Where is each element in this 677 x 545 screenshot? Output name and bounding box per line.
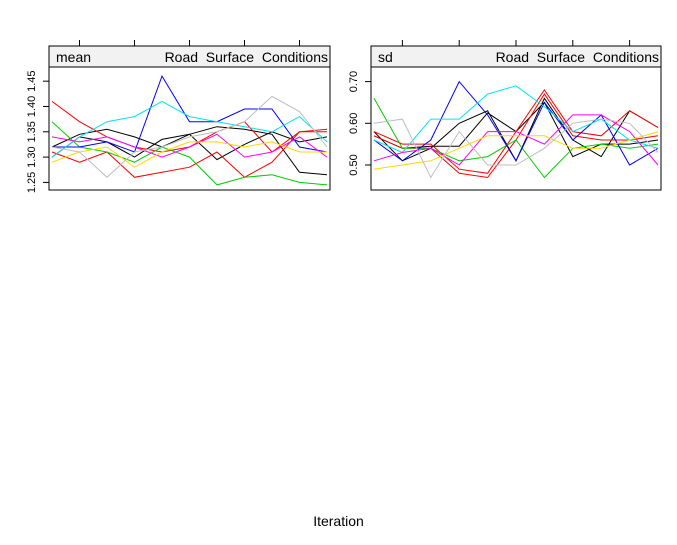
plot-frame — [370, 66, 662, 191]
plot-frame — [48, 66, 331, 191]
y-tick-label: 1.45 — [26, 70, 38, 91]
series-line-5 — [51, 121, 328, 186]
strip-label-statistic: sd — [378, 49, 393, 65]
y-tick-label: 1.30 — [26, 146, 38, 167]
series-line-8 — [51, 133, 328, 158]
series-line-9 — [51, 141, 327, 168]
series-line-10 — [51, 95, 328, 178]
y-tick-label: 1.40 — [26, 96, 38, 117]
series-line-7 — [373, 85, 659, 154]
series-line-5 — [373, 98, 659, 179]
series-line-7 — [51, 100, 328, 158]
strip-label-statistic: mean — [56, 49, 91, 65]
series-line-4 — [51, 131, 327, 178]
series-line-6 — [373, 80, 659, 166]
series-group — [373, 80, 659, 179]
series-line-9 — [373, 131, 659, 170]
y-tick-label: 1.25 — [26, 172, 38, 193]
x-axis-label: Iteration — [313, 513, 364, 529]
panel-mean: mean Road Surface Conditions 1.25 1.30 1.35 1… — [26, 40, 331, 193]
series-line-10 — [373, 118, 659, 179]
y-tick-label: 0.70 — [348, 71, 360, 92]
strip-label-variable: Road Surface Conditions — [496, 49, 659, 65]
series-group — [51, 74, 328, 186]
y-tick-label: 1.35 — [26, 121, 38, 142]
y-tick-label: 0.60 — [348, 113, 360, 134]
series-line-6 — [52, 74, 328, 153]
strip-label-variable: Road Surface Conditions — [165, 49, 328, 65]
panel-sd: sd Road Surface Conditions 0.50 0.60 0.70 — [348, 40, 662, 191]
y-tick-label: 0.50 — [348, 154, 360, 175]
